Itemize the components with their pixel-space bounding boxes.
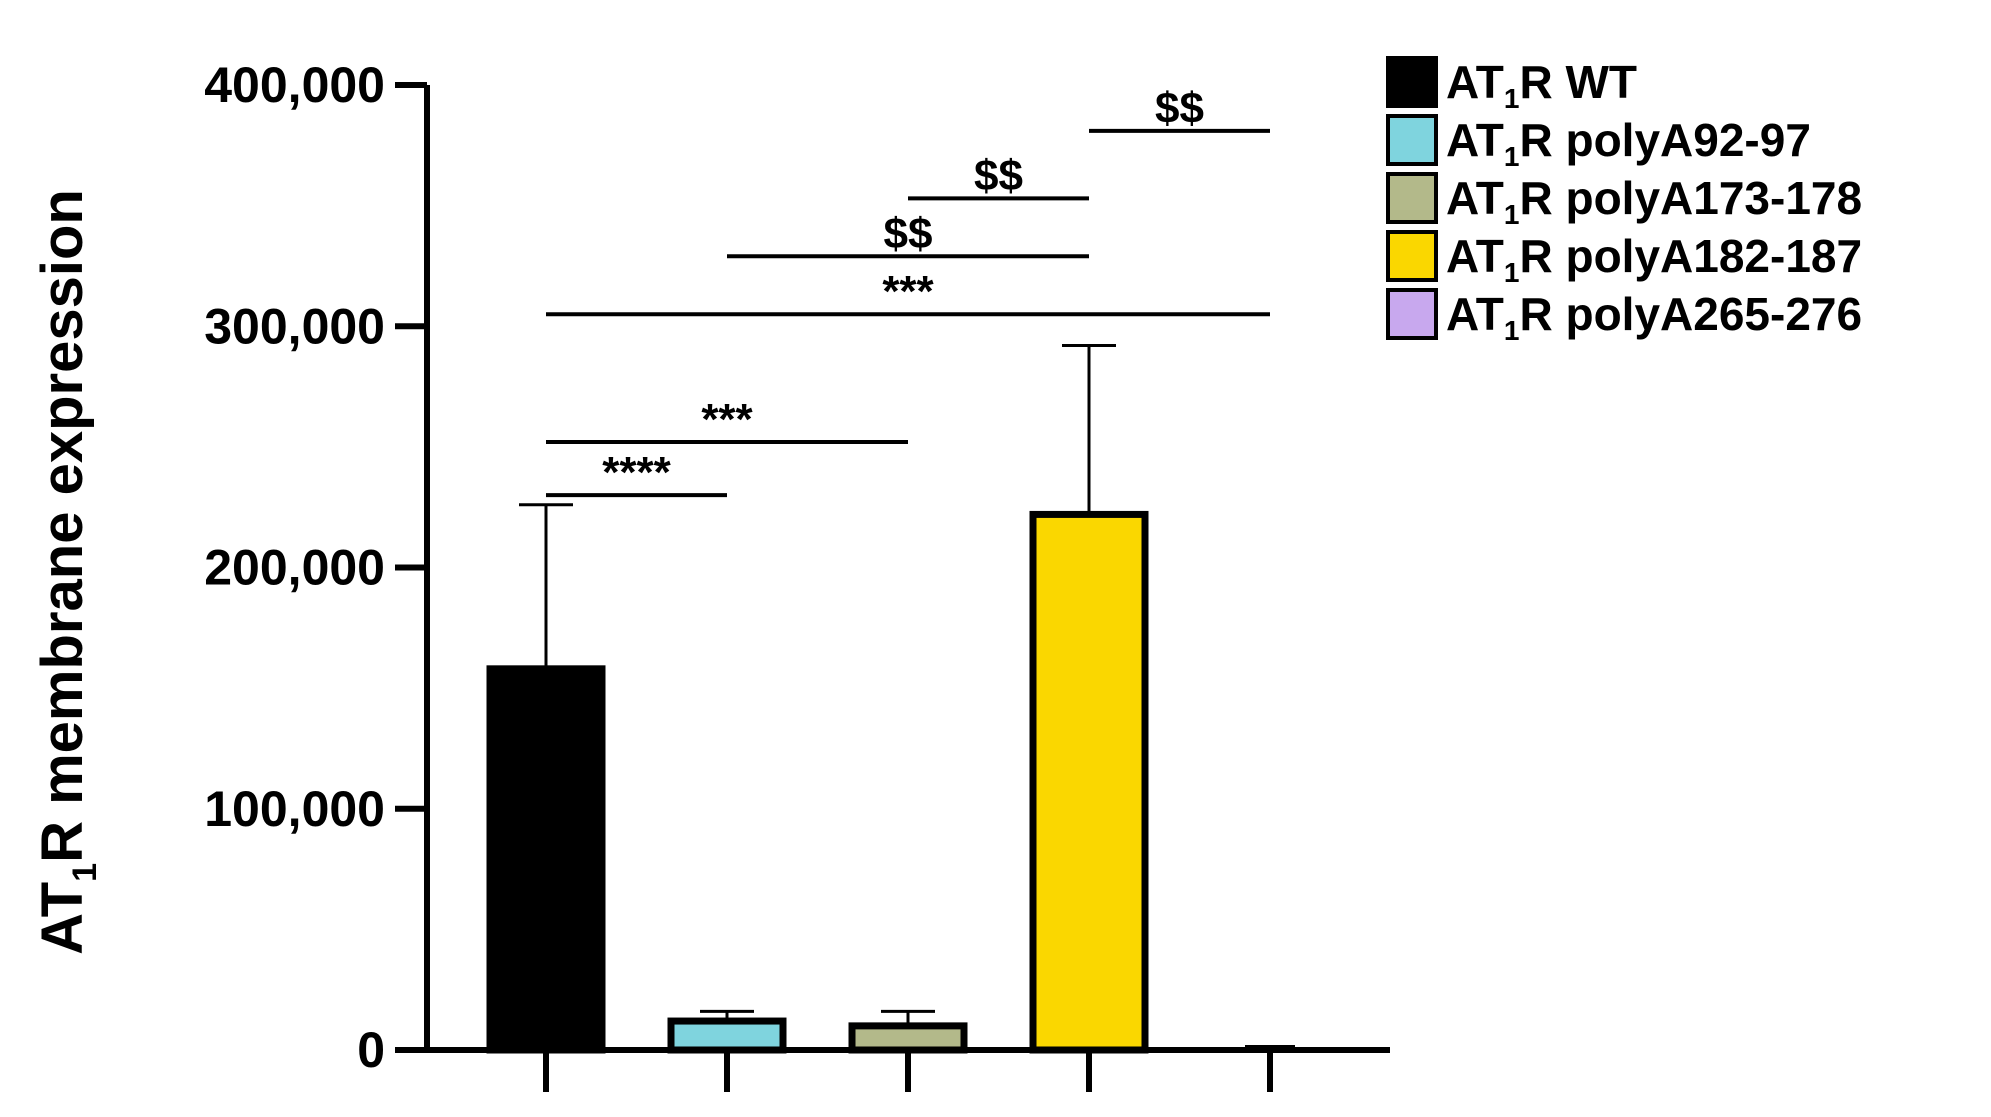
legend-label: AT1R polyA182-187 [1446, 230, 1862, 288]
significance-label: $$ [1155, 84, 1204, 133]
legend-label: AT1R polyA92-97 [1446, 114, 1811, 172]
bar [1029, 510, 1149, 1054]
y-tick-label: 100,000 [204, 781, 385, 837]
legend-label: AT1R polyA173-178 [1446, 172, 1862, 230]
y-axis-title-group: AT1R membrane expression [30, 189, 104, 955]
y-axis-group: 0 100,000 200,000 300,000 400,000 [204, 57, 430, 1078]
significance-group: **********$$$$$$ [546, 84, 1270, 498]
significance-label: *** [882, 267, 934, 316]
legend-swatch [1386, 172, 1438, 224]
bar [486, 665, 606, 1054]
bar [667, 1017, 787, 1054]
significance-label: **** [602, 448, 671, 497]
bar [848, 1022, 968, 1054]
legend-swatch [1386, 230, 1438, 282]
significance-label: $$ [884, 209, 933, 258]
legend-label: AT1R polyA265-276 [1446, 288, 1862, 346]
y-tick-label: 400,000 [204, 57, 385, 113]
y-axis-title: AT1R membrane expression [30, 189, 104, 955]
y-tick-label: 300,000 [204, 298, 385, 354]
bars-group [486, 344, 1295, 1054]
y-tick-label: 0 [357, 1022, 385, 1078]
legend-swatch [1386, 288, 1438, 340]
legend-swatch [1386, 56, 1438, 108]
significance-label: *** [701, 395, 753, 444]
significance-label: $$ [974, 151, 1023, 200]
legend-swatch [1386, 114, 1438, 166]
legend-label: AT1R WT [1446, 56, 1637, 114]
x-axis-group [424, 1047, 1390, 1092]
y-tick-label: 200,000 [204, 540, 385, 596]
